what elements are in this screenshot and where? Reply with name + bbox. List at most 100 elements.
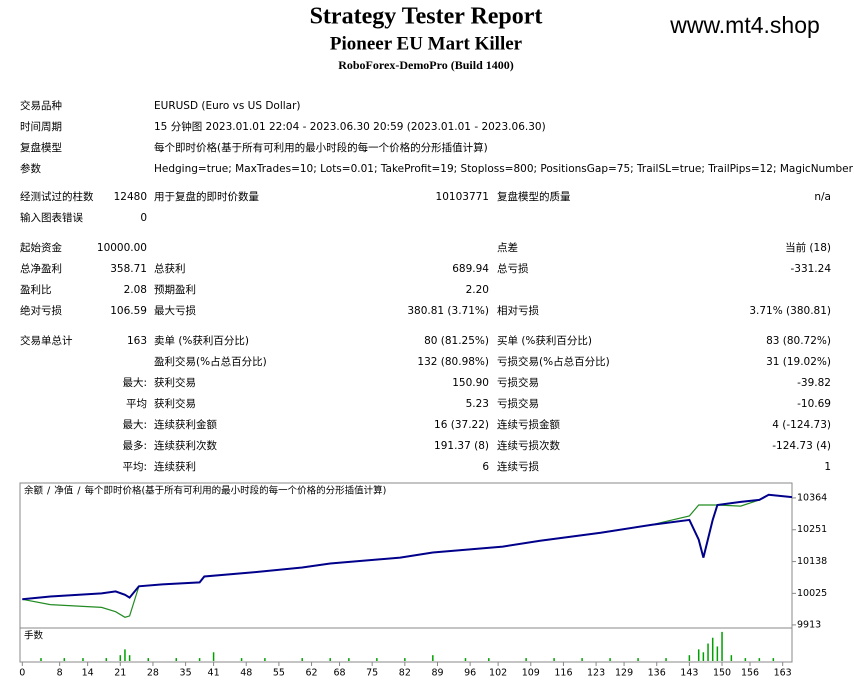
y-tick-label: 10251 [797, 524, 827, 535]
stat-label: 点差 [497, 241, 518, 254]
stat-label: 卖单 (%获利百分比) [154, 334, 249, 347]
stat-label: 用于复盘的即时价数量 [154, 190, 259, 203]
info-label: 复盘模型 [20, 141, 62, 154]
chart-frame [19, 482, 793, 629]
x-tick-label: 62 [305, 668, 317, 679]
stat-value: 83 (80.72%) [766, 335, 831, 347]
server-name: RoboForex-DemoPro (Build 1400) [338, 58, 514, 72]
stat-value: 2.08 [124, 284, 147, 296]
x-tick-label: 96 [464, 668, 476, 679]
stat-value: 3.71% (380.81) [749, 305, 831, 317]
x-tick-label: 102 [489, 668, 507, 679]
stat-value: 5.23 [466, 398, 489, 410]
x-tick-label: 143 [680, 668, 698, 679]
x-tick-label: 163 [774, 668, 792, 679]
volume-label: 手数 [24, 630, 44, 642]
stat-label: 最大亏损 [154, 304, 196, 317]
x-tick-label: 136 [648, 668, 666, 679]
stat-label: 绝对亏损 [20, 304, 62, 317]
report-title: Strategy Tester Report [310, 4, 543, 30]
x-tick-label: 116 [554, 668, 572, 679]
watermark: www.mt4.shop [669, 12, 820, 38]
x-tick-label: 55 [273, 668, 285, 679]
legend-entry: 净值 [54, 485, 74, 497]
stat-label: 起始资金 [20, 241, 62, 254]
stat-value: 106.59 [110, 305, 147, 317]
stat-label: 交易单总计 [20, 334, 73, 347]
stat-value: -124.73 (4) [772, 440, 831, 452]
stat-label: 盈利交易(%占总百分比) [154, 355, 267, 368]
stat-label: 复盘模型的质量 [497, 190, 571, 203]
x-tick-label: 109 [522, 668, 540, 679]
stat-value: 31 (19.02%) [766, 356, 831, 368]
info-label: 时间周期 [20, 120, 62, 133]
stat-value: -331.24 [790, 263, 831, 275]
x-tick-label: 8 [57, 668, 63, 679]
stat-value: 6 [482, 461, 489, 473]
x-tick-label: 68 [333, 668, 345, 679]
stat-label: 连续获利金额 [154, 418, 217, 431]
stat-label: 亏损交易 [497, 376, 539, 389]
stat-value: 当前 (18) [785, 241, 831, 254]
stat-value: 689.94 [452, 263, 489, 275]
stat-label: 连续获利 [154, 460, 196, 473]
y-tick-label: 10025 [797, 588, 827, 599]
info-value: Hedging=true; MaxTrades=10; Lots=0.01; T… [154, 163, 854, 175]
stat-label: 输入图表错误 [20, 211, 83, 224]
stat-label: 买单 (%获利百分比) [497, 334, 592, 347]
stat-value: 平均 [126, 398, 147, 410]
x-tick-label: 41 [208, 668, 220, 679]
stat-value: 2.20 [466, 284, 489, 296]
stat-value: 150.90 [452, 377, 489, 389]
stat-value: 380.81 (3.71%) [407, 305, 489, 317]
stat-label: 获利交易 [154, 376, 196, 389]
stat-label: 总获利 [154, 262, 186, 275]
stat-value: 191.37 (8) [434, 440, 489, 452]
x-tick-label: 14 [82, 668, 94, 679]
stat-label: 预期盈利 [154, 284, 196, 296]
x-tick-label: 28 [147, 668, 159, 679]
y-tick-label: 9913 [797, 619, 821, 630]
legend-separator: / [47, 486, 51, 497]
stat-label: 连续亏损次数 [497, 439, 560, 452]
stat-value: 12480 [114, 191, 147, 203]
legend-entry: 余额 [24, 485, 44, 497]
y-tick-label: 10364 [797, 492, 827, 503]
x-tick-label: 123 [587, 668, 605, 679]
legend-note: 每个即时价格(基于所有可利用的最小时段的每一个价格的分形插值计算) [84, 485, 386, 497]
stat-value: 163 [127, 335, 147, 347]
x-tick-label: 75 [366, 668, 378, 679]
x-tick-label: 129 [615, 668, 633, 679]
info-value: EURUSD (Euro vs US Dollar) [154, 100, 301, 112]
info-value: 15 分钟图 2023.01.01 22:04 - 2023.06.30 20:… [154, 120, 546, 133]
stat-label: 相对亏损 [497, 304, 539, 317]
stat-value: 最大: [122, 418, 147, 431]
stat-label: 亏损交易 [497, 397, 539, 410]
stat-value: 最大: [122, 376, 147, 389]
stat-label: 连续获利次数 [154, 439, 217, 452]
volume-frame [19, 627, 793, 663]
x-tick-label: 0 [19, 668, 25, 679]
stat-label: 总净盈利 [20, 262, 62, 275]
stat-label: 连续亏损 [497, 460, 539, 473]
stat-label: 经测试过的柱数 [20, 190, 94, 203]
x-tick-label: 35 [180, 668, 192, 679]
x-tick-label: 150 [713, 668, 731, 679]
x-tick-label: 82 [399, 668, 411, 679]
stat-label: 亏损交易(%占总百分比) [497, 355, 610, 368]
stat-label: 总亏损 [497, 262, 529, 275]
stat-label: 获利交易 [154, 397, 196, 410]
stat-value: 80 (81.25%) [424, 335, 489, 347]
info-label: 交易品种 [20, 99, 62, 112]
stat-value: 1 [824, 461, 831, 473]
series-line [22, 493, 793, 601]
x-tick-label: 156 [741, 668, 759, 679]
stat-value: 10000.00 [97, 242, 147, 254]
stat-value: -39.82 [797, 377, 831, 389]
stat-value: n/a [814, 191, 831, 203]
stat-value: 132 (80.98%) [417, 356, 489, 368]
legend-separator: / [77, 486, 81, 497]
info-value: 每个即时价格(基于所有可利用的最小时段的每一个价格的分形插值计算) [154, 141, 488, 154]
